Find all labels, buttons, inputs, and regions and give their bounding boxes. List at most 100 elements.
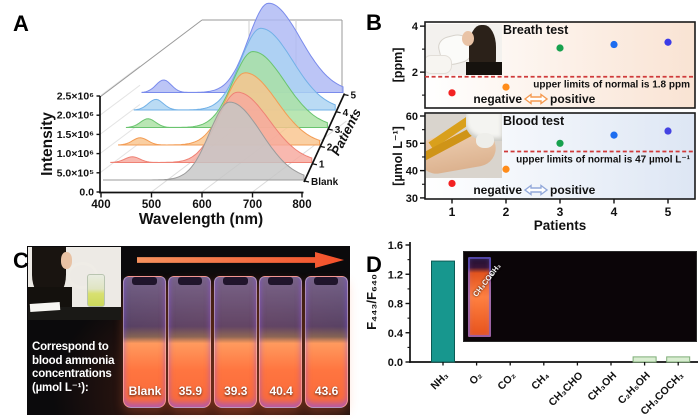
wavelength-tick-label: 600 — [192, 199, 211, 211]
clinician-hand-photo-shape — [426, 55, 452, 74]
caption-line: (µmol L⁻¹): — [32, 381, 89, 394]
ratio-tick-label: 1.2 — [388, 269, 403, 281]
bar-1 — [431, 260, 455, 363]
intensity-tick-label: 5.0×10⁵ — [57, 167, 94, 179]
patients-x-tick-label: 1 — [449, 205, 456, 219]
blood-y-tick-label: 40 — [406, 166, 418, 178]
blood-y-tick-label: 60 — [406, 111, 418, 123]
caption-line: Correspond to — [32, 341, 109, 353]
vial-mouth — [132, 277, 157, 285]
ratio-tick-label: 1.6 — [388, 240, 403, 252]
patient-shirt-photo-shape — [466, 62, 502, 75]
patients-x-tick-label: 5 — [665, 205, 672, 219]
intensity-tick-label: 2.5×10⁶ — [57, 91, 94, 103]
vial-mouth — [268, 277, 293, 285]
blood-y-tick-label: 50 — [406, 138, 418, 150]
gas-category-label: CH₃CHO — [546, 370, 585, 409]
breath-double-arrow-icon — [523, 93, 549, 105]
panel-b-scatter-charts: 2 4 upper limits of normal is 1.8 ppm Breat… — [391, 21, 696, 233]
intensity-axis-title: Intensity — [39, 112, 56, 176]
ratio-tick-label: 0.0 — [388, 357, 403, 369]
blood-point-patient-5 — [664, 127, 672, 135]
vial-concentration-label: 39.3 — [224, 384, 248, 398]
blood-positive-label: positive — [550, 183, 596, 197]
wavelength-tick-label: 400 — [91, 199, 110, 211]
wavelength-axis-title: Wavelength (nm) — [139, 211, 263, 228]
caption-line: concentrations — [32, 368, 112, 380]
vial-mouth — [177, 277, 203, 285]
wall-gridline — [99, 123, 141, 155]
patients-x-tick-label: 3 — [557, 205, 564, 219]
blood-double-arrow-icon — [523, 184, 549, 196]
patients-axis — [303, 93, 346, 183]
patients-tick-label: 4 — [343, 108, 349, 119]
panel-d-label: D — [366, 252, 382, 277]
panel-a-label: A — [13, 11, 29, 36]
patients-tick-label: 1 — [319, 160, 325, 171]
intensity-tick-label: 1.0×10⁶ — [57, 148, 94, 160]
ratio-tick-label: 0.8 — [388, 299, 403, 311]
panel-b-label: B — [366, 10, 382, 35]
gas-category-label: O₂ — [467, 369, 485, 387]
patients-tick-label: 3 — [335, 125, 341, 136]
vial-mouth — [313, 277, 339, 285]
vial-concentration-label: 35.9 — [178, 384, 203, 398]
panel-c-label: C — [13, 248, 29, 273]
caption-line: blood ammonia — [32, 354, 115, 367]
blood-point-patient-4 — [610, 131, 618, 139]
breath-point-patient-4 — [610, 40, 618, 49]
patients-x-axis-title: Patients — [534, 218, 587, 233]
breath-into-vial-photo-inset — [28, 247, 121, 320]
uv-vial-3 — [213, 276, 257, 408]
blood-ammonia-caption: Correspond to blood ammonia concentrations… — [32, 341, 136, 395]
breath-threshold-label: upper limits of normal is 1.8 ppm — [533, 80, 690, 91]
sensor-vial-photo-shape — [87, 274, 105, 307]
breath-y-tick-label: 4 — [412, 21, 419, 33]
blood-negative-label: negative — [473, 183, 522, 197]
glove-finger-photo-shape — [476, 133, 494, 148]
intensity-tick-label: 0.0 — [79, 187, 94, 199]
intensity-tick-label: 1.5×10⁶ — [57, 129, 94, 141]
wall-gridline — [99, 65, 141, 97]
breath-y-axis-title: [ppm] — [391, 48, 405, 83]
vial-mouth — [222, 277, 248, 285]
patients-x-tick-label: 2 — [503, 205, 510, 219]
wall-gridline — [99, 84, 141, 116]
panel-c-uv-photo: Blank 35.9 39.3 40.4 43.6 Correspond to blood… — [27, 246, 350, 415]
vial-concentration-label: 43.6 — [314, 384, 339, 398]
patient-face-photo-shape — [462, 31, 474, 46]
wall-gridline — [99, 104, 141, 135]
cuvette-9: CH₃COCH₃ — [468, 257, 503, 337]
cuvette-gas-label: CH₃COCH₃ — [471, 261, 503, 299]
gas-category-label: CH₃OH — [585, 370, 619, 404]
blood-y-tick-label: 30 — [406, 193, 418, 205]
wavelength-tick-label: 500 — [142, 199, 161, 211]
patients-tick-label: 5 — [351, 91, 357, 102]
blood-threshold-label: upper limits of normal is 47 µmol L⁻¹ — [516, 154, 691, 165]
bar-8 — [666, 356, 691, 363]
blood-y-axis-title: [µmol L⁻¹] — [391, 126, 405, 186]
blood-point-patient-2 — [502, 165, 510, 173]
blood-test-photo-inset — [426, 114, 502, 178]
breath-negative-label: negative — [473, 92, 522, 106]
uv-vial-4 — [259, 276, 303, 408]
gas-cuvettes-photo-inset: BlankNH₃O₂CO₂CH₄CH₃CHOCH₃OHC₂H₅OHCH₃COCH… — [463, 251, 697, 342]
ratio-tick-label: 0.4 — [388, 328, 404, 340]
breath-point-patient-2 — [502, 83, 510, 91]
vial-concentration-label: Blank — [128, 384, 162, 398]
intensity-tick-label: 2.0×10⁶ — [57, 110, 94, 122]
frame-line — [99, 19, 203, 98]
spectrum-curve-blank — [103, 101, 305, 181]
blood-point-patient-3 — [556, 139, 564, 147]
ratio-axis-title: F₄₄₃/F₆₄₀ — [364, 274, 379, 330]
patients-x-tick-label: 4 — [611, 205, 618, 219]
patients-tick-label: Blank — [311, 177, 339, 188]
breath-point-patient-3 — [556, 44, 564, 52]
bar-7 — [632, 356, 657, 363]
breath-point-patient-1 — [448, 89, 456, 97]
uv-vial-1 — [123, 276, 166, 408]
patients-tick-label: 2 — [327, 142, 333, 153]
blood-title: Blood test — [503, 114, 565, 128]
